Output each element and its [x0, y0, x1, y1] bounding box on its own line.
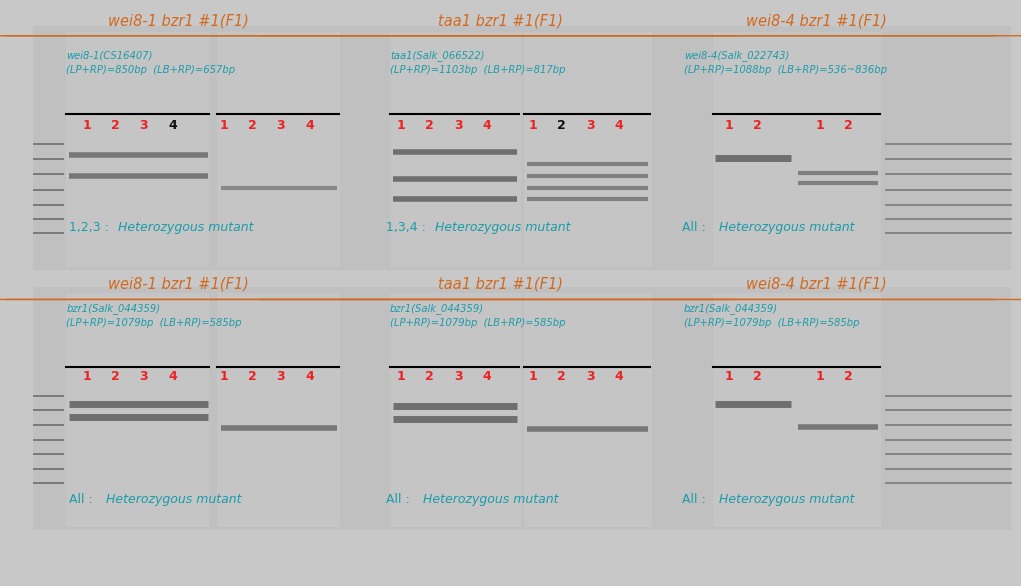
Text: 1: 1 — [529, 370, 537, 383]
Text: wei8-4(Salk_022743)
(LP+RP)=1088bp  (LB+RP)=536~836bp: wei8-4(Salk_022743) (LP+RP)=1088bp (LB+R… — [684, 50, 887, 75]
Text: wei8-1 bzr1 #1(F1): wei8-1 bzr1 #1(F1) — [108, 13, 249, 28]
Text: 2: 2 — [426, 119, 434, 132]
Text: 2: 2 — [753, 370, 762, 383]
Text: bzr1(Salk_044359)
(LP+RP)=1079bp  (LB+RP)=585bp: bzr1(Salk_044359) (LP+RP)=1079bp (LB+RP)… — [684, 303, 860, 328]
Text: 4: 4 — [168, 370, 177, 383]
Text: 4: 4 — [305, 370, 313, 383]
Bar — [390, 32, 521, 267]
Bar — [217, 293, 340, 527]
Text: All :: All : — [386, 493, 414, 506]
Text: 1: 1 — [816, 370, 824, 383]
Bar — [524, 32, 652, 267]
Text: 2: 2 — [557, 370, 566, 383]
Text: 3: 3 — [586, 119, 594, 132]
Text: taa1 bzr1 #1(F1): taa1 bzr1 #1(F1) — [438, 277, 563, 292]
Text: wei8-1 bzr1 #1(F1): wei8-1 bzr1 #1(F1) — [108, 277, 249, 292]
Bar — [217, 32, 340, 267]
Bar — [390, 293, 521, 527]
Text: 2: 2 — [844, 119, 853, 132]
Text: 1: 1 — [83, 370, 91, 383]
Text: 3: 3 — [140, 119, 148, 132]
Text: Heterozygous mutant: Heterozygous mutant — [118, 221, 254, 234]
Text: bzr1(Salk_044359)
(LP+RP)=1079bp  (LB+RP)=585bp: bzr1(Salk_044359) (LP+RP)=1079bp (LB+RP)… — [390, 303, 566, 328]
Text: 4: 4 — [305, 119, 313, 132]
Text: taa1 bzr1 #1(F1): taa1 bzr1 #1(F1) — [438, 13, 563, 28]
Bar — [713, 293, 881, 527]
Text: 1: 1 — [397, 370, 405, 383]
Text: 2: 2 — [844, 370, 853, 383]
Text: All :: All : — [682, 221, 710, 234]
Bar — [713, 32, 881, 267]
Text: wei8-4 bzr1 #1(F1): wei8-4 bzr1 #1(F1) — [746, 277, 887, 292]
Text: 1,2,3 :: 1,2,3 : — [69, 221, 113, 234]
Text: 2: 2 — [557, 119, 566, 132]
Text: bzr1(Salk_044359)
(LP+RP)=1079bp  (LB+RP)=585bp: bzr1(Salk_044359) (LP+RP)=1079bp (LB+RP)… — [66, 303, 242, 328]
Text: wei8-4 bzr1 #1(F1): wei8-4 bzr1 #1(F1) — [746, 13, 887, 28]
Text: 1: 1 — [725, 119, 733, 132]
Text: 1: 1 — [397, 119, 405, 132]
Text: 1: 1 — [725, 370, 733, 383]
Text: 1: 1 — [816, 119, 824, 132]
Text: 2: 2 — [111, 119, 119, 132]
Text: 2: 2 — [111, 370, 119, 383]
Text: 1,3,4 :: 1,3,4 : — [386, 221, 430, 234]
Bar — [66, 32, 209, 267]
Text: 2: 2 — [753, 119, 762, 132]
Text: 2: 2 — [248, 370, 256, 383]
Text: taa1(Salk_066522)
(LP+RP)=1103bp  (LB+RP)=817bp: taa1(Salk_066522) (LP+RP)=1103bp (LB+RP)… — [390, 50, 566, 75]
Text: All :: All : — [682, 493, 710, 506]
Bar — [33, 26, 1011, 270]
Text: 1: 1 — [220, 119, 228, 132]
Bar — [33, 287, 1011, 530]
Text: 2: 2 — [248, 119, 256, 132]
Text: 4: 4 — [615, 370, 623, 383]
Text: 4: 4 — [483, 119, 491, 132]
Text: Heterozygous mutant: Heterozygous mutant — [423, 493, 558, 506]
Text: wei8-1(CS16407)
(LP+RP)=850bp  (LB+RP)=657bp: wei8-1(CS16407) (LP+RP)=850bp (LB+RP)=65… — [66, 51, 236, 74]
Text: Heterozygous mutant: Heterozygous mutant — [719, 221, 855, 234]
Text: 1: 1 — [220, 370, 228, 383]
Text: 3: 3 — [454, 119, 463, 132]
Text: 3: 3 — [277, 370, 285, 383]
Text: 4: 4 — [615, 119, 623, 132]
Text: 3: 3 — [454, 370, 463, 383]
Text: 4: 4 — [168, 119, 177, 132]
Text: 4: 4 — [483, 370, 491, 383]
Bar — [524, 293, 652, 527]
Text: 2: 2 — [426, 370, 434, 383]
Text: 1: 1 — [83, 119, 91, 132]
Text: Heterozygous mutant: Heterozygous mutant — [719, 493, 855, 506]
Text: Heterozygous mutant: Heterozygous mutant — [106, 493, 242, 506]
Text: 1: 1 — [529, 119, 537, 132]
Bar — [66, 293, 209, 527]
Text: All :: All : — [69, 493, 97, 506]
Text: 3: 3 — [277, 119, 285, 132]
Text: 3: 3 — [140, 370, 148, 383]
Text: Heterozygous mutant: Heterozygous mutant — [435, 221, 571, 234]
Text: 3: 3 — [586, 370, 594, 383]
